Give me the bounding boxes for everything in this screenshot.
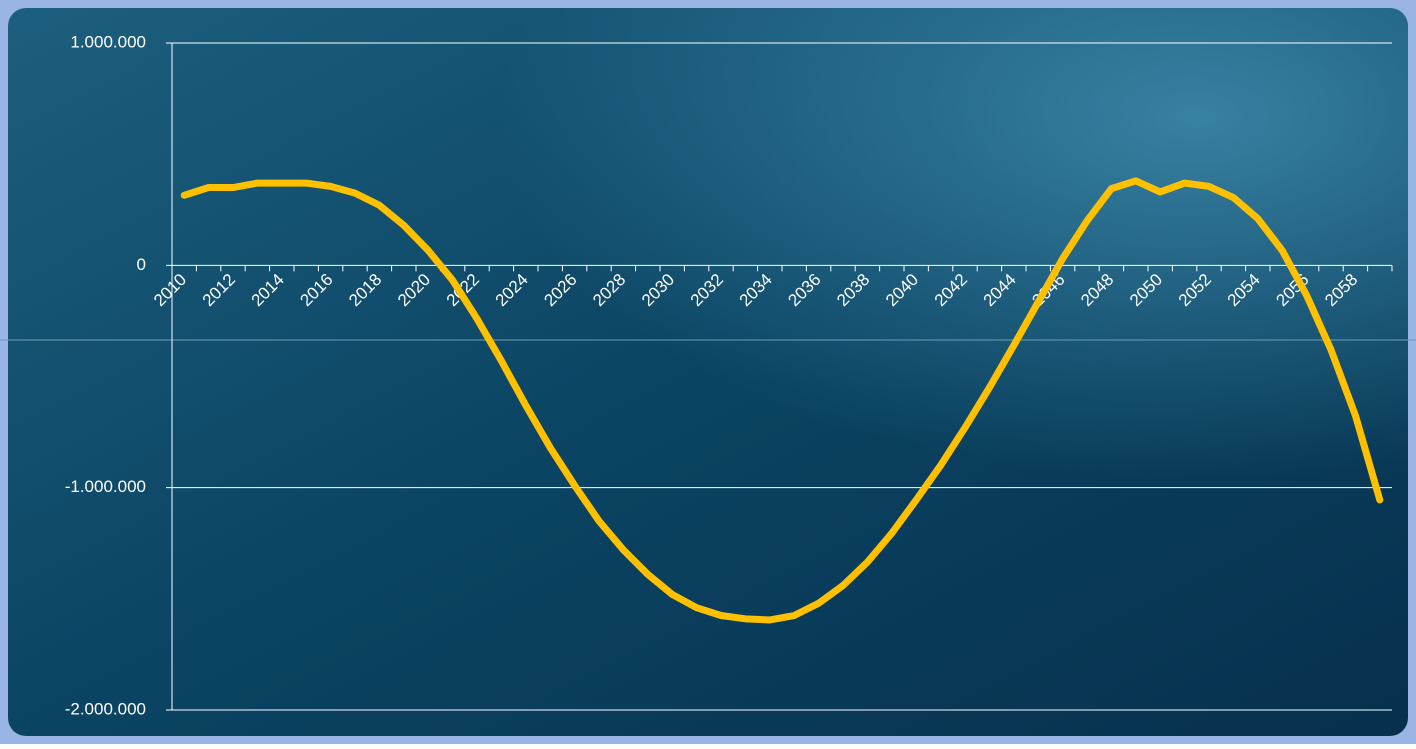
background-glow xyxy=(8,8,1408,736)
y-tick-label: -2.000.000 xyxy=(65,699,146,718)
y-tick-label: 0 xyxy=(137,255,146,274)
y-tick-label: 1.000.000 xyxy=(70,32,146,51)
data-line xyxy=(180,177,1384,624)
y-tick-label: -1.000.000 xyxy=(65,477,146,496)
